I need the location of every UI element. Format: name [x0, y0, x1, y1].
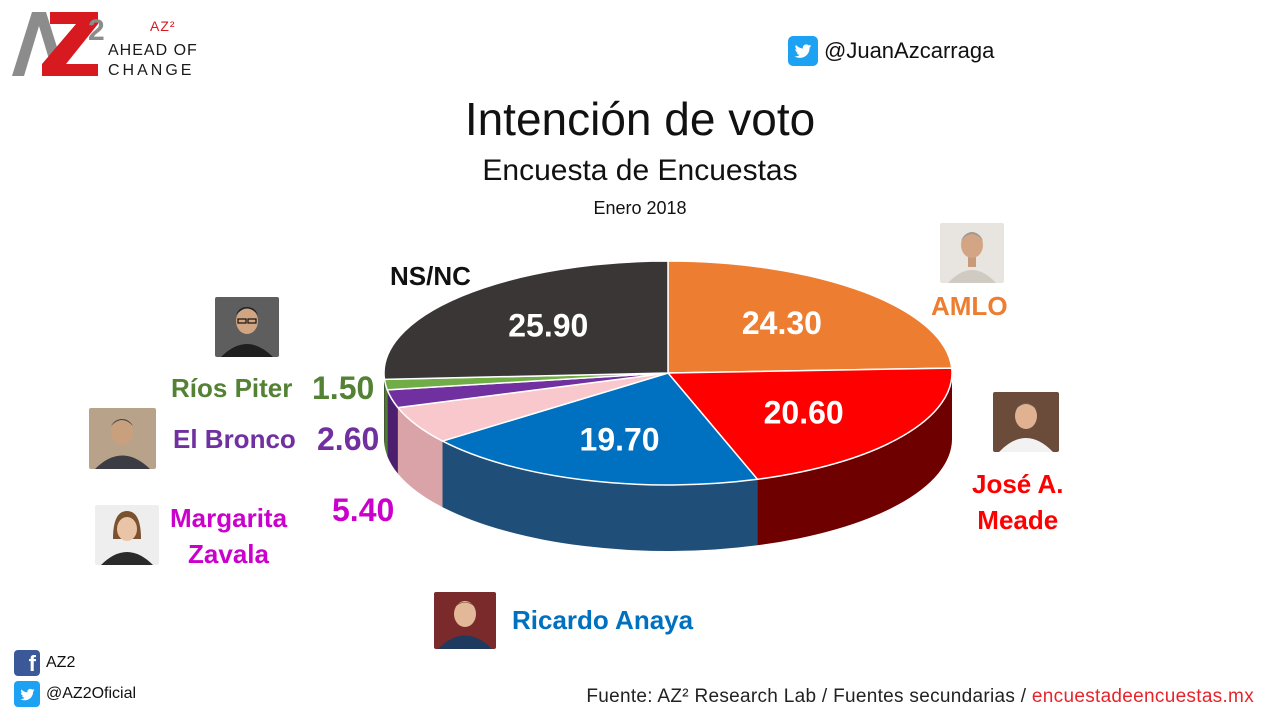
pie-tops — [383, 260, 953, 486]
source-website-link[interactable]: encuestadeencuestas.mx — [1031, 686, 1254, 707]
photo-anaya — [434, 592, 496, 649]
pie-slice-ns-nc — [383, 260, 669, 381]
twitter-link-footer[interactable]: @AZ2Oficial — [14, 681, 136, 707]
twitter-handle-footer: @AZ2Oficial — [46, 685, 137, 702]
source-text: Fuente: AZ² Research Lab / Fuentes secun… — [586, 686, 1032, 707]
pie-slice-ricardo-anaya — [440, 372, 759, 486]
photo-meade — [993, 392, 1059, 452]
logo-tagline-2: CHANGE — [108, 62, 195, 79]
pie-value-labels: 24.30 20.60 19.70 25.90 — [508, 305, 843, 458]
facebook-handle: AZ2 — [46, 654, 76, 671]
pie-value-jose-a-meade: 20.60 — [764, 394, 844, 430]
chart-title: Intención de voto — [464, 93, 816, 145]
twitter-icon-footer — [14, 681, 40, 707]
label-meade-line1: José A. — [972, 469, 1064, 499]
photo-amlo — [940, 223, 1004, 283]
az2-logo: 2 AZ² AHEAD OF CHANGE — [12, 10, 212, 82]
value-rios: 1.50 — [312, 370, 375, 406]
value-bronco: 2.60 — [317, 421, 380, 457]
photo-bronco — [89, 408, 156, 469]
label-meade: José A. Meade — [972, 466, 1064, 538]
label-nsnc: NS/NC — [390, 261, 471, 291]
pie-side-rios-piter — [384, 379, 388, 456]
pie-slice-jose-a-meade — [666, 367, 953, 481]
az2-logo-mark: 2 — [12, 12, 104, 76]
label-rios: Ríos Piter — [171, 373, 293, 403]
svg-text:2: 2 — [88, 14, 104, 47]
facebook-link[interactable]: f AZ2 — [14, 650, 75, 676]
label-amlo: AMLO — [931, 291, 1008, 321]
photo-rios — [215, 297, 279, 357]
source-note: Fuente: AZ² Research Lab / Fuentes secun… — [586, 686, 1254, 708]
pie-sides — [384, 373, 952, 551]
pie-side-margarita-zavala — [397, 407, 443, 508]
label-anaya: Ricardo Anaya — [512, 605, 694, 635]
pie-side-el-bronco — [387, 389, 398, 474]
pie-value-amlo: 24.30 — [742, 305, 822, 341]
facebook-icon: f — [14, 650, 40, 676]
label-zavala-line1: Margarita — [170, 503, 288, 533]
label-meade-line2: Meade — [977, 505, 1059, 535]
pie-side-ricardo-anaya — [442, 441, 758, 551]
label-zavala-line2: Zavala — [188, 539, 269, 569]
pie-value-ricardo-anaya: 19.70 — [580, 421, 660, 457]
twitter-handle-top[interactable]: @JuanAzcarraga — [788, 36, 994, 66]
pie-slice-amlo — [667, 260, 953, 374]
pie-value-ns-nc: 25.90 — [508, 307, 588, 343]
label-zavala: Margarita Zavala — [170, 500, 287, 572]
logo-superscript: AZ² — [150, 18, 176, 34]
twitter-icon — [788, 36, 818, 66]
logo-tagline-1: AHEAD OF — [108, 42, 198, 59]
photo-zavala — [95, 505, 159, 565]
twitter-handle-text: @JuanAzcarraga — [824, 38, 995, 63]
label-bronco: El Bronco — [173, 424, 296, 454]
pie-side-jose-a-meade — [757, 373, 952, 546]
chart-subtitle: Encuesta de Encuestas — [482, 154, 798, 187]
chart-date: Enero 2018 — [593, 198, 687, 218]
value-zavala: 5.40 — [332, 492, 395, 528]
